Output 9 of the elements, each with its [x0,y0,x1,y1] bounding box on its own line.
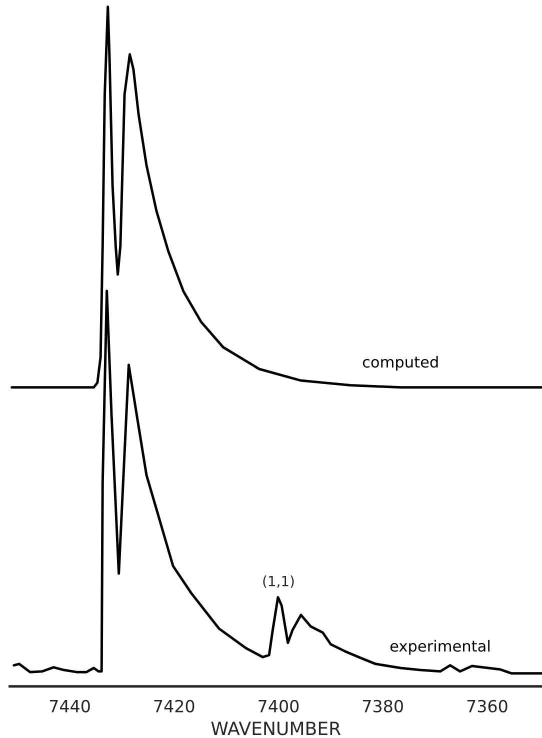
annotation: (1,1) [263,576,294,588]
x-axis-title: WAVENUMBER [211,722,341,736]
x-tick-label: 7420 [154,700,194,712]
x-tick-label: 7440 [50,700,90,712]
series-label: computed [362,356,438,371]
x-tick-label: 7360 [467,700,508,712]
x-tick-label: 7380 [363,700,403,712]
x-tick-label: 7400 [258,700,299,712]
series-label: experimental [390,640,490,655]
